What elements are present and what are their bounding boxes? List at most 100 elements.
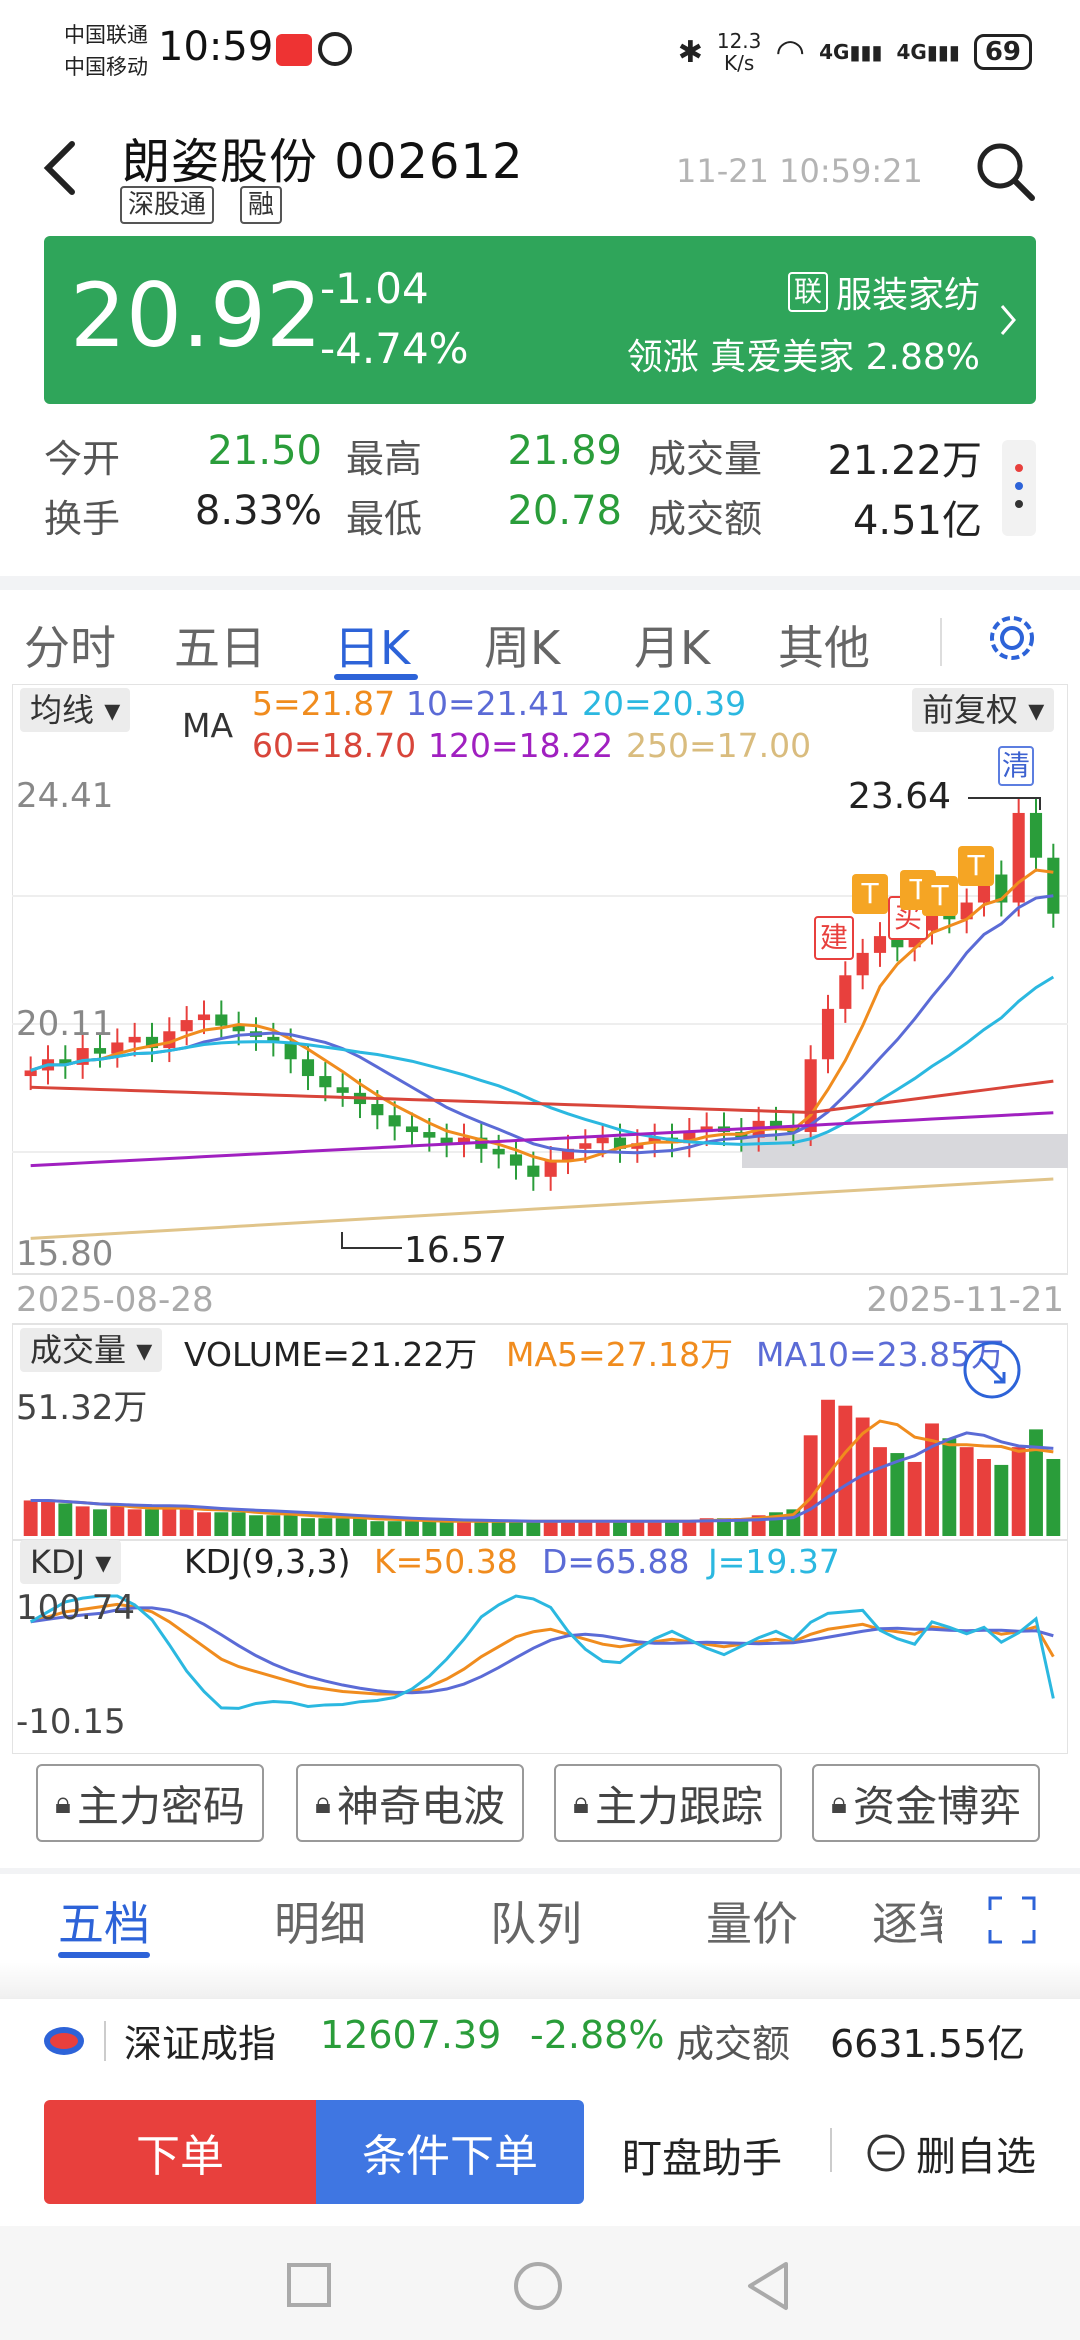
badge-t-3[interactable]: T	[922, 876, 958, 916]
period-tabs: 分时 五日 日K 周K 月K 其他	[0, 590, 1080, 682]
volume-bar	[457, 1521, 471, 1536]
tab-five-levels[interactable]: 五档	[58, 1897, 150, 1951]
ma20-legend: 20=20.39	[582, 684, 747, 723]
candle-body	[180, 1020, 193, 1032]
ma10-line	[30, 894, 1054, 1155]
badge-t-4[interactable]: T	[958, 846, 994, 886]
conditional-order-button[interactable]: 条件下单	[316, 2100, 584, 2204]
candle-body	[561, 1148, 575, 1161]
tab-queue[interactable]: 队列	[490, 1897, 582, 1951]
remove-watchlist-button[interactable]: 删自选	[866, 2124, 1036, 2182]
feature-capital-game[interactable]: 🔒︎ 资金博弈	[812, 1764, 1040, 1842]
kline-chart-area[interactable]: 均线 ▾ MA 5=21.87 10=21.41 20=20.39 60=18.…	[12, 684, 1068, 1764]
kdj-y-bottom: -10.15	[16, 1702, 126, 1742]
kdj-params: KDJ(9,3,3)	[184, 1542, 351, 1581]
volume-bar	[925, 1423, 939, 1536]
feature-magic-wave[interactable]: 🔒︎ 神奇电波	[296, 1764, 524, 1842]
back-arrow-icon[interactable]	[40, 138, 80, 198]
watch-helper-button[interactable]: 盯盘助手	[622, 2136, 782, 2182]
ma-selector[interactable]: 均线 ▾	[20, 688, 131, 732]
signal-1-label: 4G	[819, 40, 850, 64]
kdj-selector[interactable]: KDJ ▾	[20, 1540, 122, 1584]
price-card[interactable]: 20.92 -1.04 -4.74% 联 服装家纺 领涨 真爱美家 2.88%	[44, 236, 1036, 404]
index-name: 深证成指	[124, 2022, 277, 2066]
kdj-d-legend: D=65.88	[542, 1542, 690, 1581]
candle-body	[24, 1070, 37, 1077]
recent-apps-icon[interactable]	[286, 2262, 332, 2308]
badge-clear[interactable]: 清	[998, 746, 1034, 786]
tab-daily-k[interactable]: 日K	[334, 621, 411, 675]
tab-monthly-k[interactable]: 月K	[634, 621, 711, 675]
order-button[interactable]: 下单	[44, 2100, 316, 2204]
ma60-legend: 60=18.70	[252, 726, 417, 765]
index-bar[interactable]: 深证成指 12607.39 -2.88% 成交额 6631.55亿	[0, 1998, 1080, 2080]
amount-value: 4.51亿	[852, 498, 982, 544]
candle-body	[492, 1148, 505, 1155]
more-stats-button[interactable]	[1002, 440, 1036, 536]
tab-volume-price[interactable]: 量价	[706, 1897, 798, 1951]
search-icon[interactable]	[974, 140, 1038, 204]
tab-tick-by-tick[interactable]: 逐笔	[872, 1897, 942, 1951]
volume-y-top: 51.32万	[16, 1388, 148, 1428]
volume-bar	[595, 1521, 610, 1536]
lock-icon: 🔒︎	[55, 1785, 71, 1821]
tag-hk-connect[interactable]: 深股通	[120, 186, 215, 224]
ma120-line	[30, 1111, 1054, 1168]
industry-link[interactable]: 联 服装家纺	[787, 266, 980, 318]
candle-body	[284, 1042, 297, 1060]
amount-label: 成交额	[648, 497, 763, 541]
high-price-label: 23.64	[848, 776, 952, 817]
quote-datetime: 11-21 10:59:21	[676, 152, 923, 190]
stock-header: 朗姿股份 002612 深股通 融 11-21 10:59:21	[0, 110, 1080, 235]
volume-bar	[353, 1518, 367, 1536]
back-icon[interactable]	[744, 2260, 792, 2312]
signal-2-label: 4G	[896, 40, 927, 64]
tab-five-day[interactable]: 五日	[174, 621, 266, 675]
tab-details[interactable]: 明细	[274, 1897, 366, 1951]
candle-body	[301, 1059, 315, 1077]
low-marker-line	[341, 1232, 402, 1249]
zoom-chart-icon[interactable]	[960, 1338, 1024, 1402]
candle-body	[1047, 857, 1060, 914]
moving-average-lines	[30, 868, 1055, 1240]
gear-icon[interactable]	[984, 610, 1040, 666]
volume-bar	[717, 1518, 731, 1536]
tab-weekly-k[interactable]: 周K	[484, 621, 561, 675]
feature-main-tracking[interactable]: 🔒︎ 主力跟踪	[554, 1764, 782, 1842]
volume-bar	[803, 1435, 818, 1536]
system-nav-bar	[0, 2226, 1080, 2340]
feature-capital-game-label: 资金博弈	[852, 1781, 1021, 1831]
candle-body	[891, 936, 904, 948]
ma-prefix: MA	[182, 706, 234, 745]
volume-bar	[370, 1521, 385, 1536]
high-label: 最高	[346, 437, 423, 481]
candle-body	[509, 1154, 523, 1166]
signal-1-icon: 4G▮▮▮	[819, 40, 883, 64]
adjust-selector[interactable]: 前复权 ▾	[912, 688, 1055, 732]
tag-margin[interactable]: 融	[240, 186, 283, 224]
tab-other[interactable]: 其他	[778, 621, 870, 675]
volume-bar	[23, 1500, 38, 1536]
expand-icon[interactable]	[984, 1892, 1040, 1948]
status-time: 10:59	[158, 24, 274, 70]
volume-bar	[318, 1518, 333, 1536]
kdj-j-legend: J=19.37	[708, 1542, 840, 1581]
stock-code: 002612	[334, 134, 524, 190]
home-icon[interactable]	[512, 2260, 564, 2312]
section-divider	[0, 576, 1080, 590]
industry-leader: 领涨 真爱美家 2.88%	[627, 328, 980, 380]
volume-bar	[58, 1503, 73, 1536]
badge-build[interactable]: 建	[814, 916, 854, 960]
tab-intraday[interactable]: 分时	[24, 621, 116, 675]
candle-body	[544, 1160, 557, 1177]
volume-selector[interactable]: 成交量 ▾	[20, 1328, 163, 1372]
volume-bar	[838, 1405, 853, 1536]
ma250-line	[30, 1177, 1054, 1240]
volume-bar	[41, 1500, 55, 1536]
volume-bar	[266, 1515, 281, 1536]
volume-bar	[93, 1509, 107, 1536]
feature-main-password[interactable]: 🔒︎ 主力密码	[36, 1764, 264, 1842]
candle-body	[111, 1042, 124, 1054]
ma10-legend: 10=21.41	[406, 684, 571, 723]
badge-t-1[interactable]: T	[852, 874, 888, 914]
